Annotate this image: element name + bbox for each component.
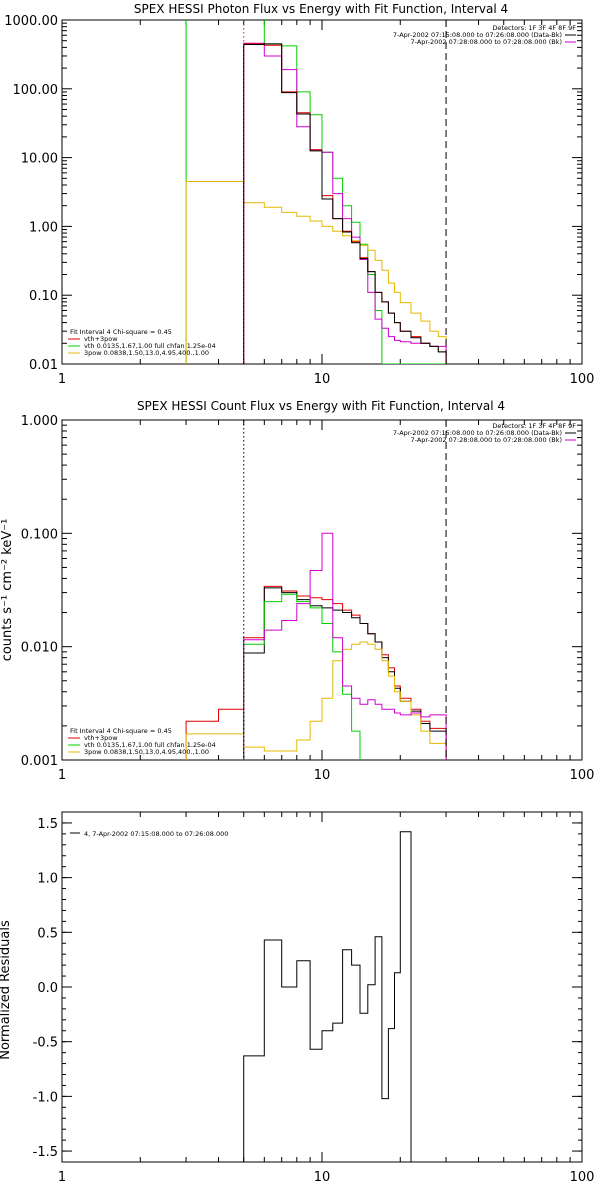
photon-series-vth — [185, 20, 447, 364]
count-ytick-label-1: 0.010 — [21, 641, 58, 656]
residual-plot-frame — [61, 811, 583, 1163]
photon-legend-line-2: vth+3pow — [84, 335, 118, 343]
resid-ytick-label-6: 1.5 — [37, 817, 58, 832]
count-legend-line-2: vth+3pow — [84, 734, 118, 742]
resid-series-total — [243, 831, 412, 1162]
photon-ytick-label-4: 100.00 — [13, 83, 59, 98]
count-title: SPEX HESSI Count Flux vs Energy with Fit… — [137, 399, 505, 413]
count-vlines — [243, 420, 447, 760]
photon-xtick-label-1: 10 — [314, 372, 331, 387]
photon-ytick-label-5: 1000.00 — [4, 14, 58, 29]
photon-legend-line-4: 3pow 0.0838,1.50,13.0,4.95,400.,1.00 — [84, 349, 209, 357]
photon-xtick-label-0: 1 — [58, 372, 66, 387]
count-series-bkg — [243, 532, 447, 760]
resid-ytick-label-0: -1.5 — [33, 1145, 58, 1160]
count-xtick-label-2: 100 — [570, 768, 595, 783]
photon-title: SPEX HESSI Photon Flux vs Energy with Fi… — [134, 2, 508, 16]
count-header-line-3: 7-Apr-2002 07:28:08.000 to 07:28:08.000 … — [411, 436, 562, 444]
count-header-line-1: Detectors: 1F 3F 4F 8F 9F — [492, 422, 576, 430]
photon-header-line-3: 7-Apr-2002 07:28:08.000 to 07:28:08.000 … — [411, 38, 562, 46]
count-ytick-label-0: 0.001 — [21, 754, 58, 769]
photon-series-fit — [243, 43, 447, 364]
count-series-fit — [185, 585, 447, 760]
count-series-group — [185, 532, 447, 760]
resid-ytick-label-5: 1.0 — [37, 872, 58, 887]
photon-header-line-2: 7-Apr-2002 07:15:08.000 to 07:26:08.000 … — [393, 31, 562, 39]
count-header-line-2: 7-Apr-2002 07:15:08.000 to 07:26:08.000 … — [393, 429, 562, 437]
photon-header-line-1: Detectors: 1F 3F 4F 8F 9F — [492, 24, 576, 32]
count-ytick-label-3: 1.000 — [21, 414, 58, 429]
count-axis-ticks: 1 10 100 0.001 0.010 0.100 1.000 — [21, 414, 595, 783]
count-series-bpow — [185, 641, 447, 760]
resid-ytick-label-4: 0.5 — [37, 926, 58, 941]
count-xtick-label-0: 1 — [58, 768, 66, 783]
residual-axis-ticks: 1 10 100 -1.5 -1.0 -0.5 0.0 0.5 1.0 1.5 — [33, 812, 595, 1185]
count-ytick-label-2: 0.100 — [21, 527, 58, 542]
resid-ytick-label-2: -0.5 — [33, 1036, 58, 1051]
resid-xtick-label-0: 1 — [58, 1170, 66, 1185]
resid-xtick-label-2: 100 — [570, 1170, 595, 1185]
photon-vlines — [243, 20, 447, 364]
photon-legend-line-3: vth 0.0135,1.67,1.00 full chfan 1.25e-04 — [84, 342, 216, 350]
photon-ytick-label-0: 0.01 — [29, 358, 58, 373]
count-legend-line-1: Fit Interval 4 Chi-square = 0.45 — [70, 727, 172, 735]
photon-ytick-label-1: 0.10 — [29, 289, 58, 304]
photon-ytick-label-2: 1.00 — [29, 220, 58, 235]
photon-panel: SPEX HESSI Photon Flux vs Energy with Fi… — [4, 2, 594, 387]
photon-xtick-label-2: 100 — [570, 372, 595, 387]
count-legend-line-3: vth 0.0135,1.67,1.00 full chfan 1.25e-04 — [84, 741, 216, 749]
resid-xtick-label-1: 10 — [314, 1170, 331, 1185]
count-series-total — [243, 587, 447, 760]
resid-ytick-label-1: -1.0 — [33, 1090, 58, 1105]
count-ylabel: counts s⁻¹ cm⁻² keV⁻¹ — [0, 519, 15, 662]
count-legend-line-4: 3pow 0.0838,1.50,13.0,4.95,400.,1.00 — [84, 748, 209, 756]
count-series-vth — [243, 593, 361, 760]
photon-series-group — [185, 20, 447, 364]
count-xtick-label-1: 10 — [314, 768, 331, 783]
photon-series-bpow — [185, 181, 447, 364]
photon-legend-line-1: Fit Interval 4 Chi-square = 0.45 — [70, 328, 172, 336]
residual-ylabel: Normalized Residuals — [0, 920, 13, 1060]
residual-panel: Normalized Residuals 1 10 100 -1.5 -1.0 -0.5 0… — [0, 811, 595, 1185]
photon-ytick-label-3: 10.00 — [21, 152, 58, 167]
count-panel: SPEX HESSI Count Flux vs Energy with Fit… — [0, 399, 595, 783]
photon-axis-ticks: 1 10 100 0.01 0.10 1.00 10.00 100.00 1000.00 — [4, 14, 594, 387]
photon-series-total — [243, 43, 447, 364]
residual-legend-line-1: 4, 7-Apr-2002 07:15:08.000 to 07:26:08.0… — [84, 830, 228, 838]
resid-ytick-label-3: 0.0 — [37, 981, 58, 996]
residual-series-group — [243, 831, 412, 1162]
